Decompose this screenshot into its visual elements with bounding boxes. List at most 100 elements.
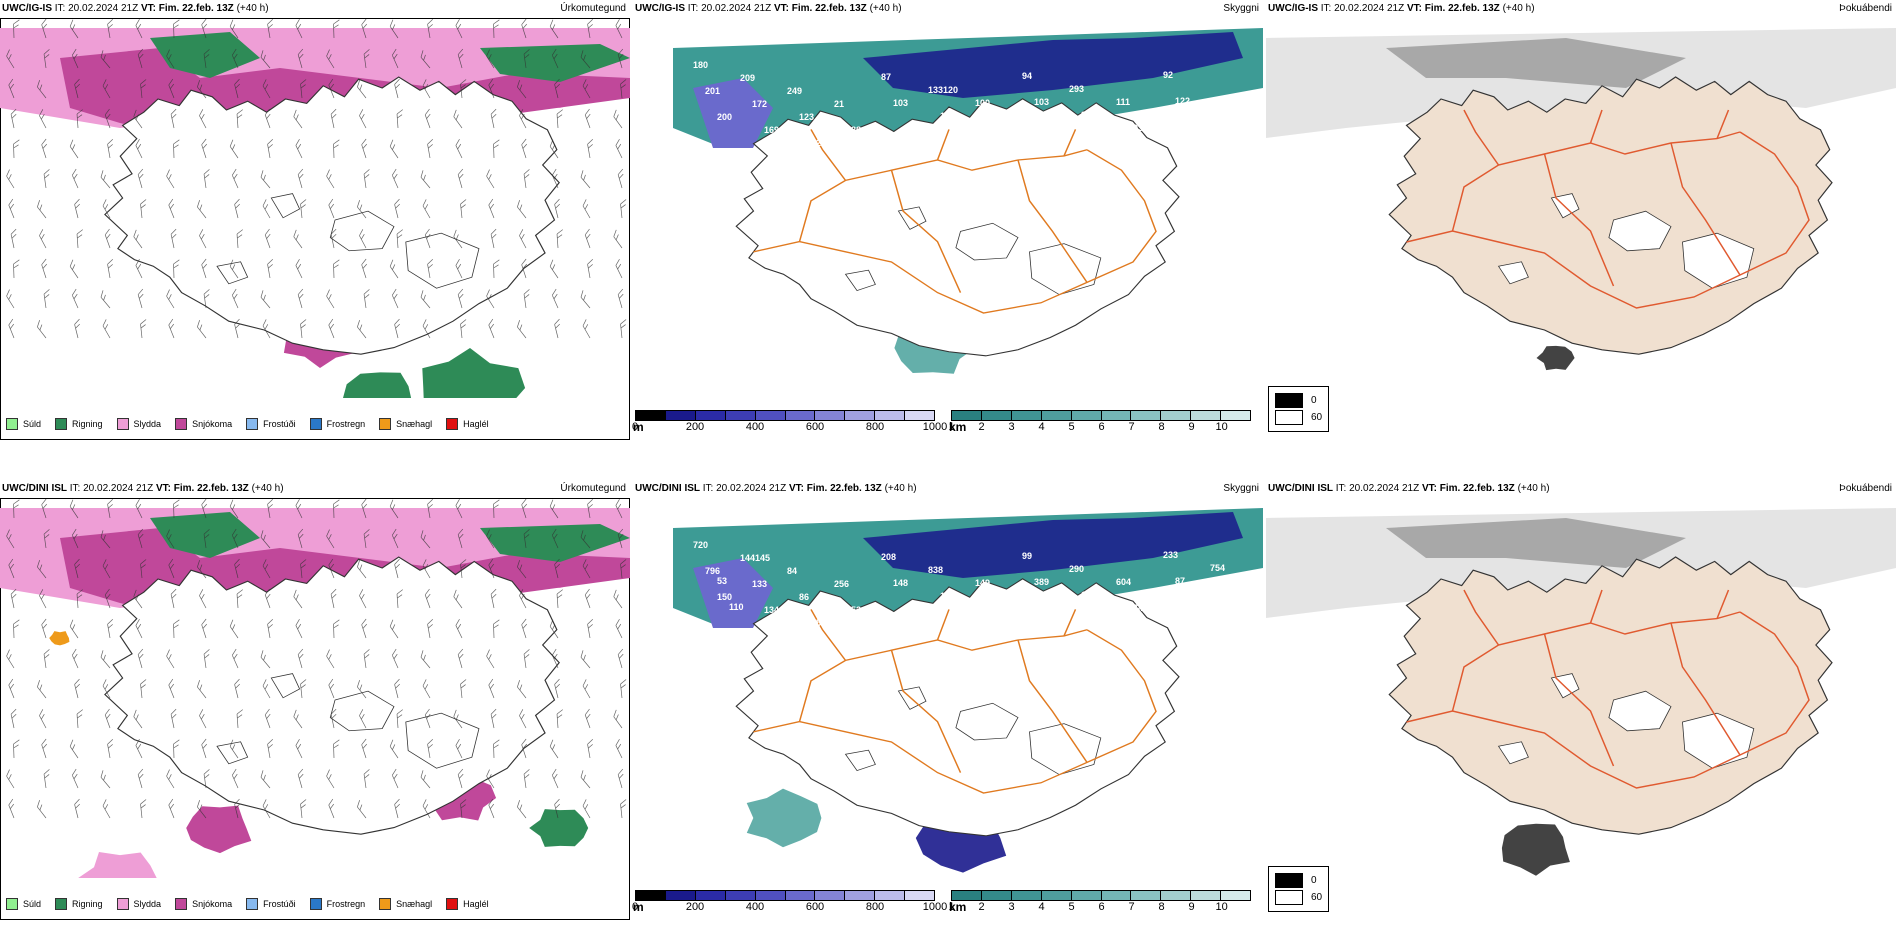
wind-barb — [333, 19, 340, 39]
visibility-value-label: 249 — [787, 86, 802, 96]
wind-barb — [43, 649, 50, 669]
wind-barb — [234, 798, 240, 819]
visibility-labels: 180 201 200 209 172 169 249 123 128 21 288 606 87 103… — [693, 60, 1202, 161]
wind-barb — [197, 200, 207, 219]
visibility-value-label: 84 — [787, 566, 797, 576]
wind-barb — [582, 199, 591, 219]
colorbar-tick: 1 — [948, 421, 955, 433]
legend-swatch — [446, 898, 459, 910]
low-visibility-m-area — [863, 512, 1243, 578]
visibility-value-label: 112 — [987, 604, 1002, 614]
wind-barb — [197, 800, 207, 819]
wind-barb — [166, 649, 175, 669]
visibility-value-label: 155 — [811, 618, 826, 628]
wind-barb — [166, 169, 175, 189]
colorbar-bin — [785, 891, 816, 900]
wind-barb — [173, 499, 180, 519]
road-line — [1463, 589, 1500, 646]
legend-label: Frostúði — [263, 419, 296, 429]
colorbar-tick: 10 — [1215, 901, 1228, 913]
wind-barb — [107, 138, 114, 159]
colorbar-tick: 4 — [1038, 901, 1045, 913]
wind-barb — [173, 19, 180, 39]
wind-barb — [391, 48, 399, 69]
colorbar-bin — [785, 411, 816, 420]
legend-item: Frostúði — [246, 898, 296, 910]
wind-barb — [427, 618, 434, 639]
wind-barb — [420, 770, 431, 789]
wind-barb — [229, 19, 239, 39]
wind-barb — [584, 228, 591, 249]
wind-barb — [231, 768, 239, 789]
wind-barb — [199, 709, 207, 729]
wind-barb — [262, 199, 271, 219]
wind-barb — [133, 589, 143, 609]
wind-barb — [517, 200, 527, 219]
wind-barb — [457, 168, 464, 189]
wind-barb — [13, 739, 20, 759]
wind-barb — [333, 499, 340, 519]
wind-barb — [326, 529, 335, 549]
wind-barb — [455, 259, 463, 279]
iceland-coastline — [1388, 556, 1833, 835]
road-line — [1063, 129, 1077, 157]
wind-barb — [10, 228, 17, 249]
fog-map — [1266, 28, 1896, 371]
wind-barb — [617, 288, 624, 309]
rain-area — [480, 524, 630, 562]
colorbar-bin — [845, 891, 876, 900]
wind-barb — [135, 619, 143, 639]
wind-barb — [135, 739, 143, 759]
legend-swatch — [175, 898, 188, 910]
wind-barb — [267, 258, 274, 279]
wind-barb — [363, 49, 370, 69]
wind-barb — [260, 290, 271, 309]
visibility-value-label: 21 — [834, 99, 844, 109]
wind-barb — [422, 319, 431, 339]
legend-label: Frostregn — [326, 899, 366, 909]
wind-barb — [264, 108, 271, 129]
wind-barb — [361, 498, 368, 519]
legend-label: Frostregn — [326, 419, 366, 429]
road-line — [1463, 109, 1500, 166]
visibility-value-label: 754 — [1210, 563, 1225, 573]
wind-barb — [361, 18, 368, 39]
wind-barb — [37, 680, 47, 699]
wind-barb — [102, 799, 111, 819]
legend-swatch — [379, 418, 392, 430]
wind-barb — [582, 799, 591, 819]
glacier-outline — [1497, 741, 1529, 765]
wind-barb — [460, 799, 467, 819]
wind-barb — [391, 528, 399, 549]
legend-swatch — [379, 898, 392, 910]
wind-barb — [523, 169, 530, 189]
fog-legend-swatch — [1275, 410, 1303, 425]
wind-barb — [488, 678, 495, 699]
visibility-value-label: 152 — [846, 605, 861, 615]
road-line — [936, 609, 950, 641]
wind-barb — [10, 708, 17, 729]
wind-barb — [295, 739, 303, 759]
wind-barb — [297, 768, 304, 789]
wind-barb — [420, 50, 431, 69]
road-line — [753, 149, 1157, 314]
road-line — [1017, 639, 1088, 763]
wind-barb — [617, 48, 624, 69]
precip-area — [343, 372, 412, 398]
visibility-value-label: 180 — [693, 60, 708, 70]
wind-barb — [295, 259, 303, 279]
wind-barb — [168, 78, 175, 99]
precip-type-legend: Súld Rigning Slydda Snjókoma Frostúði Frostre… — [6, 418, 489, 430]
fog-map — [1266, 508, 1896, 876]
wind-barb — [620, 679, 627, 699]
visibility-value-label: 293 — [1069, 84, 1084, 94]
panel-title: Þokuábendi — [1839, 3, 1892, 14]
wind-barb — [517, 680, 527, 699]
wind-barb — [37, 200, 47, 219]
wind-barb — [554, 798, 560, 819]
wind-barb — [107, 258, 114, 279]
wind-barb — [363, 529, 370, 549]
colorbar-bin — [1221, 891, 1251, 900]
wind-barb — [41, 258, 48, 279]
wind-barb — [582, 79, 591, 99]
